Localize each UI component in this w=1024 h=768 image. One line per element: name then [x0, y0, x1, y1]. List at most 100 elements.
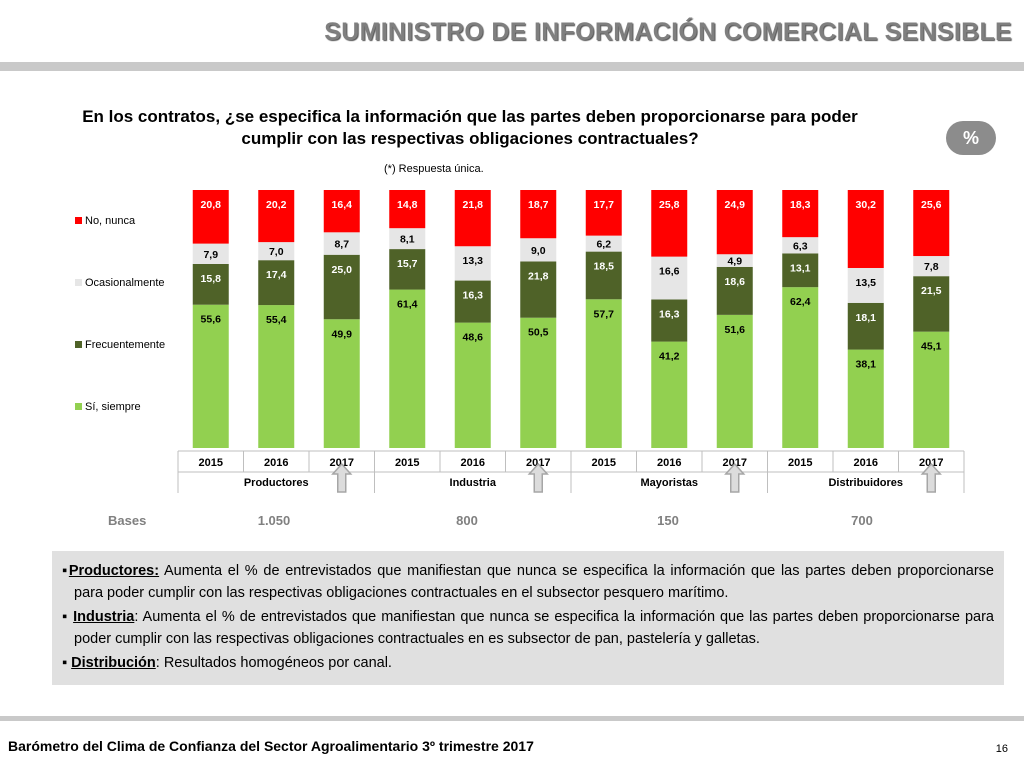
note-productores: ▪Productores: Aumenta el % de entrevista…: [62, 560, 994, 604]
data-label: 20,8: [201, 199, 222, 211]
bar-segment: [520, 190, 557, 239]
bar-segment: [585, 190, 622, 236]
data-label: 50,5: [528, 327, 549, 339]
data-label: 62,4: [790, 296, 811, 308]
chart-question: En los contratos, ¿se especifica la info…: [82, 107, 858, 148]
legend-label: No, nunca: [85, 215, 136, 227]
data-label: 57,7: [594, 308, 615, 320]
data-label: 61,4: [397, 299, 418, 311]
bar-segment: [651, 256, 688, 300]
data-label: 17,4: [266, 269, 287, 281]
bar-segment: [258, 242, 295, 261]
bar-segment: [389, 289, 426, 448]
data-label: 18,6: [725, 276, 746, 288]
data-label: 25,6: [921, 199, 942, 211]
year-tick-label: 2016: [854, 457, 878, 469]
data-label: 18,1: [856, 312, 877, 324]
data-label: 16,4: [332, 199, 353, 211]
data-label: 15,7: [397, 258, 418, 270]
bar-segment: [389, 190, 426, 229]
data-label: 17,7: [594, 199, 615, 211]
bar-segment: [454, 322, 491, 448]
bar-segment: [847, 349, 884, 448]
data-label: 25,0: [332, 264, 353, 276]
data-label: 21,8: [463, 199, 484, 211]
bar-segment: [913, 276, 950, 332]
group-label: Productores: [244, 477, 309, 489]
group-label: Distribuidores: [828, 477, 903, 489]
bar-segment: [323, 254, 360, 320]
base-industria: 800: [456, 513, 478, 528]
bar-segment: [913, 331, 950, 448]
bar-segment: [454, 190, 491, 247]
data-label: 7,0: [269, 246, 284, 258]
data-label: 38,1: [856, 359, 877, 371]
bar-segment: [323, 190, 360, 233]
data-label: 30,2: [856, 199, 877, 211]
footer-divider: [0, 716, 1024, 721]
legend-swatch: [75, 403, 82, 410]
page-title: SUMINISTRO DE INFORMACIÓN COMERCIAL SENS…: [324, 18, 1012, 46]
data-label: 9,0: [531, 245, 546, 257]
legend-label: Sí, siempre: [85, 401, 141, 413]
group-label: Mayoristas: [641, 477, 698, 489]
up-arrow-icon: [724, 462, 746, 493]
note-distribucion: ▪ Distribución: Resultados homogéneos po…: [62, 652, 994, 674]
data-label: 13,1: [790, 262, 811, 274]
year-tick-label: 2015: [395, 457, 419, 469]
bar-segment: [651, 341, 688, 448]
data-label: 13,5: [856, 277, 877, 289]
bar-segment: [585, 235, 622, 252]
bar-segment: [782, 253, 819, 288]
note-text: : Resultados homogéneos por canal.: [155, 655, 392, 671]
bullet: ▪: [62, 563, 69, 579]
percent-badge: %: [946, 121, 996, 155]
bar-segment: [716, 314, 753, 448]
bar-segment: [847, 190, 884, 268]
data-label: 55,6: [201, 314, 222, 326]
stacked-bar-chart: 55,6 15,8 7,9 20,8 55,4 17,4 7,0 20,2 49,9 25,0 8,…: [75, 190, 965, 493]
single-answer-footnote: (*) Respuesta única.: [384, 163, 484, 175]
data-label: 8,1: [400, 234, 415, 246]
base-mayoristas: 150: [657, 513, 679, 528]
up-arrow-icon: [331, 462, 353, 493]
bar-segment: [454, 246, 491, 281]
data-label: 20,2: [266, 199, 287, 211]
legend-label: Ocasionalmente: [85, 277, 165, 289]
data-label: 48,6: [463, 332, 484, 344]
year-tick-label: 2016: [461, 457, 485, 469]
bar-segment: [782, 237, 819, 254]
data-label: 8,7: [334, 239, 349, 251]
legend-swatch: [75, 279, 82, 286]
data-label: 6,2: [596, 239, 611, 251]
bar-segment: [651, 190, 688, 257]
group-label: Industria: [450, 477, 497, 489]
data-label: 51,6: [725, 324, 746, 336]
bar-segment: [520, 238, 557, 262]
title-divider: [0, 62, 1024, 71]
bar-segment: [651, 299, 688, 342]
bar-segment: [847, 267, 884, 303]
bar-segment: [258, 190, 295, 243]
data-label: 24,9: [725, 199, 746, 211]
data-label: 49,9: [332, 328, 353, 340]
note-lead: Distribución: [71, 655, 156, 671]
data-label: 55,4: [266, 314, 287, 326]
bar-segment: [585, 299, 622, 448]
bases-label: Bases: [108, 513, 147, 528]
data-label: 21,5: [921, 285, 942, 297]
data-label: 6,3: [793, 240, 808, 252]
page-number: 16: [995, 743, 1008, 755]
note-lead: Industria: [73, 609, 135, 625]
data-label: 25,8: [659, 199, 680, 211]
bar-segment: [913, 256, 950, 277]
bar-segment: [847, 302, 884, 350]
bar-segment: [192, 190, 229, 244]
bar-segment: [258, 260, 295, 306]
year-tick-label: 2016: [657, 457, 681, 469]
year-tick-label: 2015: [788, 457, 812, 469]
bar-segment: [454, 280, 491, 323]
bar-segment: [389, 249, 426, 290]
data-label: 16,3: [659, 309, 680, 321]
data-label: 18,3: [790, 199, 811, 211]
